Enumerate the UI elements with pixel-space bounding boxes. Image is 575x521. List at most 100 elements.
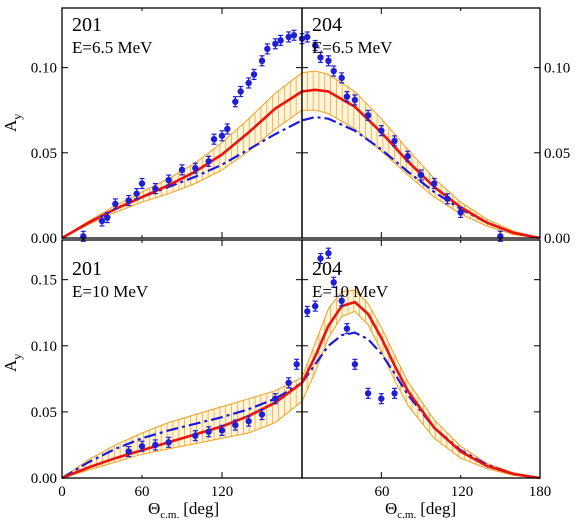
data-point <box>277 37 284 44</box>
energy-label-top-right: E=6.5 MeV <box>312 38 393 57</box>
data-point <box>138 443 146 450</box>
data-point <box>218 132 226 139</box>
data-point <box>391 137 398 145</box>
data-point <box>232 98 239 105</box>
data-point <box>417 171 425 179</box>
y-axis-label-main-2: A <box>1 359 20 372</box>
data-point <box>378 127 385 134</box>
data-point <box>343 325 351 332</box>
energy-label-bottom-left: E=10 MeV <box>72 282 149 301</box>
data-point <box>152 185 159 192</box>
data-point <box>152 441 159 449</box>
panel-frame <box>301 239 541 479</box>
y-tick-label-left: 0.00 <box>31 231 57 247</box>
panel-top-right <box>301 7 541 242</box>
data-point <box>444 195 451 203</box>
data-point <box>325 57 332 65</box>
data-point <box>104 214 111 221</box>
panel-bottom-right <box>300 239 541 480</box>
data-point <box>258 411 266 418</box>
x-axis-label-sub-2: c.m. <box>397 509 416 521</box>
data-point <box>364 112 372 119</box>
y-axis-label-sub-2: y <box>10 354 24 360</box>
data-point <box>351 361 359 368</box>
error-band <box>61 71 303 239</box>
x-tick-label: 60 <box>135 484 150 500</box>
y-axis-label-sub: y <box>10 114 24 120</box>
x-axis-label-left: Θc.m. [deg] <box>148 499 219 521</box>
data-point <box>364 390 372 397</box>
y-axis-label-main: A <box>1 119 20 132</box>
data-point <box>304 308 311 315</box>
data-point <box>338 297 345 305</box>
x-tick-label: 0 <box>58 484 66 500</box>
data-point <box>205 428 212 435</box>
energy-label-bottom-right: E=10 MeV <box>312 282 389 301</box>
data-point <box>237 88 244 95</box>
data-point <box>330 67 337 75</box>
x-axis-label-main: Θ <box>148 499 160 518</box>
y-tick-label-left: 0.15 <box>31 273 57 289</box>
data-point <box>218 427 226 434</box>
data-point <box>232 421 239 429</box>
data-point <box>391 390 398 397</box>
panel-label-top-right: 204 <box>312 14 342 36</box>
data-point <box>245 417 252 425</box>
data-point <box>258 57 266 65</box>
data-point <box>133 190 140 197</box>
x-tick-label: 120 <box>211 484 234 500</box>
y-axis-label-bottom: Ay <box>1 354 24 372</box>
data-point <box>457 209 464 216</box>
x-axis-label-main-2: Θ <box>385 499 397 518</box>
data-point <box>272 40 279 47</box>
y-tick-label-left: 0.05 <box>31 405 57 421</box>
data-point <box>224 125 231 133</box>
data-point <box>325 250 332 257</box>
data-point <box>312 302 319 310</box>
data-point <box>317 255 324 262</box>
data-point <box>178 166 186 174</box>
data-point <box>304 33 311 41</box>
dashdot-curve <box>61 119 303 239</box>
panel-frame <box>301 7 541 239</box>
y-tick-label-left: 0.10 <box>31 339 57 355</box>
data-point <box>245 79 252 87</box>
data-point <box>343 93 351 100</box>
data-point <box>272 395 279 402</box>
panel-bottom-left <box>61 239 303 480</box>
dashdot-curve <box>61 381 303 479</box>
energy-label-top-left: E=6.5 MeV <box>72 38 153 57</box>
data-point <box>98 217 106 225</box>
data-point <box>317 54 324 61</box>
data-point <box>378 395 385 402</box>
y-tick-label-right: 0.00 <box>544 231 570 247</box>
x-axis-label-unit: [deg] <box>183 499 219 518</box>
y-tick-label-right: 0.05 <box>544 146 570 162</box>
data-point <box>285 379 292 386</box>
data-point <box>125 448 132 455</box>
data-point <box>165 439 172 446</box>
y-axis-label-top: Ay <box>1 114 24 132</box>
data-point <box>250 71 258 78</box>
y-tick-label-left: 0.10 <box>31 61 57 77</box>
data-point <box>112 200 119 208</box>
data-point <box>338 74 345 82</box>
data-point <box>125 197 132 204</box>
x-tick-label: 180 <box>529 484 552 500</box>
data-point <box>192 432 199 439</box>
error-band <box>301 289 541 479</box>
data-point <box>351 96 359 104</box>
x-axis-label-right: Θc.m. [deg] <box>385 499 456 521</box>
x-tick-label: 60 <box>375 484 390 500</box>
panels: 0.00 0.00 0.05 0.05 0.10 0.10 0.00 0.05 0.10 0.15… <box>31 7 570 500</box>
data-point <box>210 135 218 143</box>
data-point <box>404 153 411 160</box>
y-tick-label-left: 0.00 <box>31 471 57 487</box>
y-tick-label-left: 0.05 <box>31 146 57 162</box>
y-tick-label-right: 0.10 <box>544 61 570 77</box>
data-point <box>285 33 292 41</box>
panel-label-bottom-right: 204 <box>312 258 342 280</box>
data-point <box>431 180 438 187</box>
data-point <box>165 176 172 184</box>
